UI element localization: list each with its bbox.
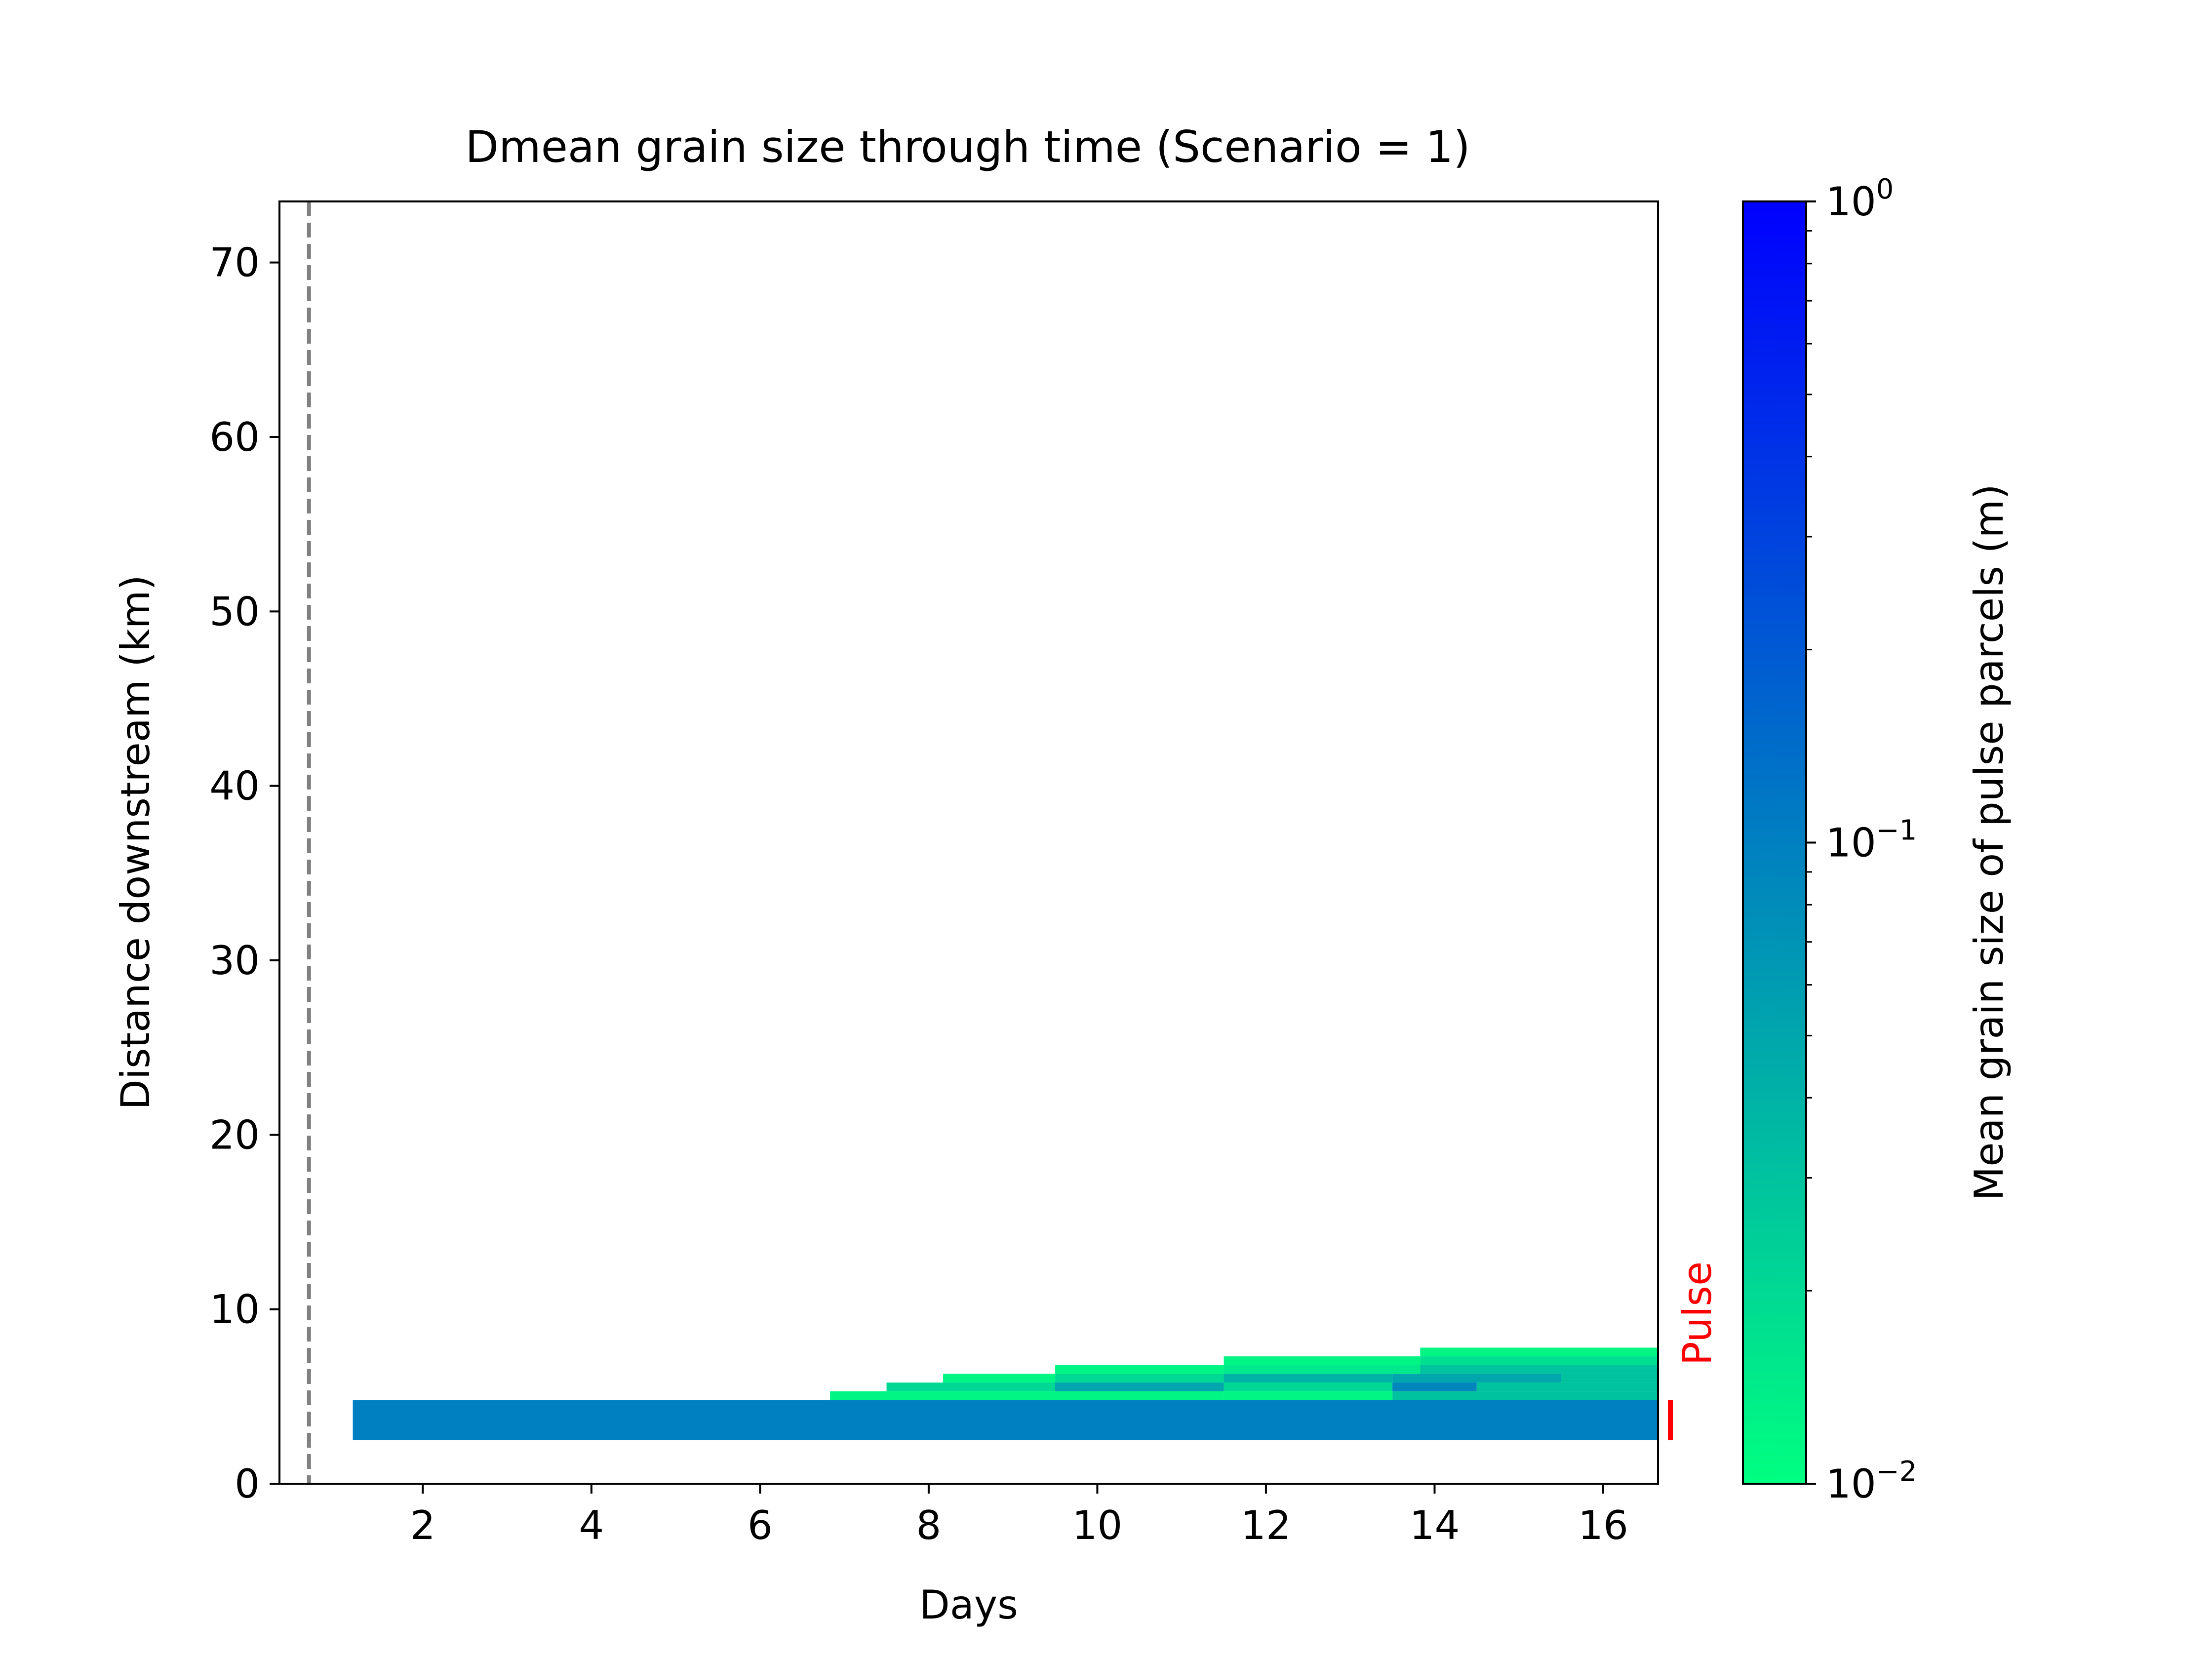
- colorbar: [1742, 200, 1807, 1485]
- heatmap-cell-2: [1224, 1391, 1393, 1400]
- pulse-label: Pulse: [1674, 1262, 1720, 1366]
- heatmap-cell-10: [1055, 1374, 1224, 1383]
- heatmap-cell-0: [353, 1400, 1658, 1440]
- colorbar-tick-label: 10−2: [1826, 1456, 1917, 1507]
- heatmap-cell-5: [1055, 1382, 1224, 1391]
- x-tick-label: 10: [1072, 1502, 1123, 1548]
- y-tick-label: 10: [209, 1287, 260, 1333]
- x-tick-label: 6: [748, 1502, 773, 1548]
- chart-title: Dmean grain size through time (Scenario …: [465, 121, 1470, 172]
- x-tick-label: 12: [1241, 1502, 1291, 1548]
- x-tick-label: 2: [410, 1502, 435, 1548]
- y-tick-label: 20: [209, 1112, 260, 1158]
- colorbar-label: Mean grain size of pulse parcels (m): [1966, 484, 2012, 1200]
- heatmap-cell-7: [1392, 1382, 1477, 1391]
- heatmap-cell-8: [1476, 1382, 1658, 1391]
- heatmap-cell-3: [1392, 1391, 1658, 1400]
- heatmap-cell-12: [1392, 1374, 1561, 1383]
- heatmap-cell-4: [886, 1382, 1056, 1391]
- heatmap-cell-9: [943, 1374, 1056, 1383]
- y-axis-ticks: 0 10 20 30 40 50 60 70: [209, 240, 279, 1507]
- y-tick-label: 70: [209, 240, 260, 286]
- y-tick-label: 50: [209, 589, 260, 634]
- heatmap-cell-17: [1224, 1356, 1421, 1365]
- plot-frame: [278, 200, 1659, 1485]
- x-tick-label: 16: [1578, 1502, 1628, 1548]
- colorbar-ticks: 100 10−1 10−2: [1806, 173, 1917, 1507]
- x-axis-ticks: 2 4 6 8 10 12 14 16: [410, 1484, 1628, 1548]
- y-axis-label: Distance downstream (km): [113, 575, 158, 1110]
- x-tick-label: 4: [579, 1502, 604, 1548]
- x-tick-label: 8: [916, 1502, 941, 1548]
- colorbar-tick-label: 100: [1826, 173, 1894, 225]
- x-axis-label: Days: [919, 1582, 1018, 1628]
- x-tick-label: 14: [1410, 1502, 1460, 1548]
- y-tick-label: 0: [235, 1461, 260, 1507]
- y-tick-label: 40: [209, 763, 260, 809]
- heatmap-cell-1: [830, 1391, 1224, 1400]
- heatmap-cell-13: [1561, 1374, 1658, 1383]
- heatmap-cell-11: [1224, 1374, 1393, 1383]
- heatmap-cell-16: [1420, 1365, 1658, 1374]
- heatmap-cells: [353, 1347, 1658, 1440]
- heatmap-cell-6: [1224, 1382, 1393, 1391]
- y-tick-label: 30: [209, 938, 260, 984]
- y-tick-label: 60: [209, 414, 260, 460]
- heatmap-cell-15: [1224, 1365, 1421, 1374]
- colorbar-tick-label: 10−1: [1826, 815, 1917, 866]
- heatmap-cell-18: [1420, 1356, 1658, 1365]
- heatmap-cell-19: [1420, 1347, 1658, 1357]
- heatmap-cell-14: [1055, 1365, 1224, 1374]
